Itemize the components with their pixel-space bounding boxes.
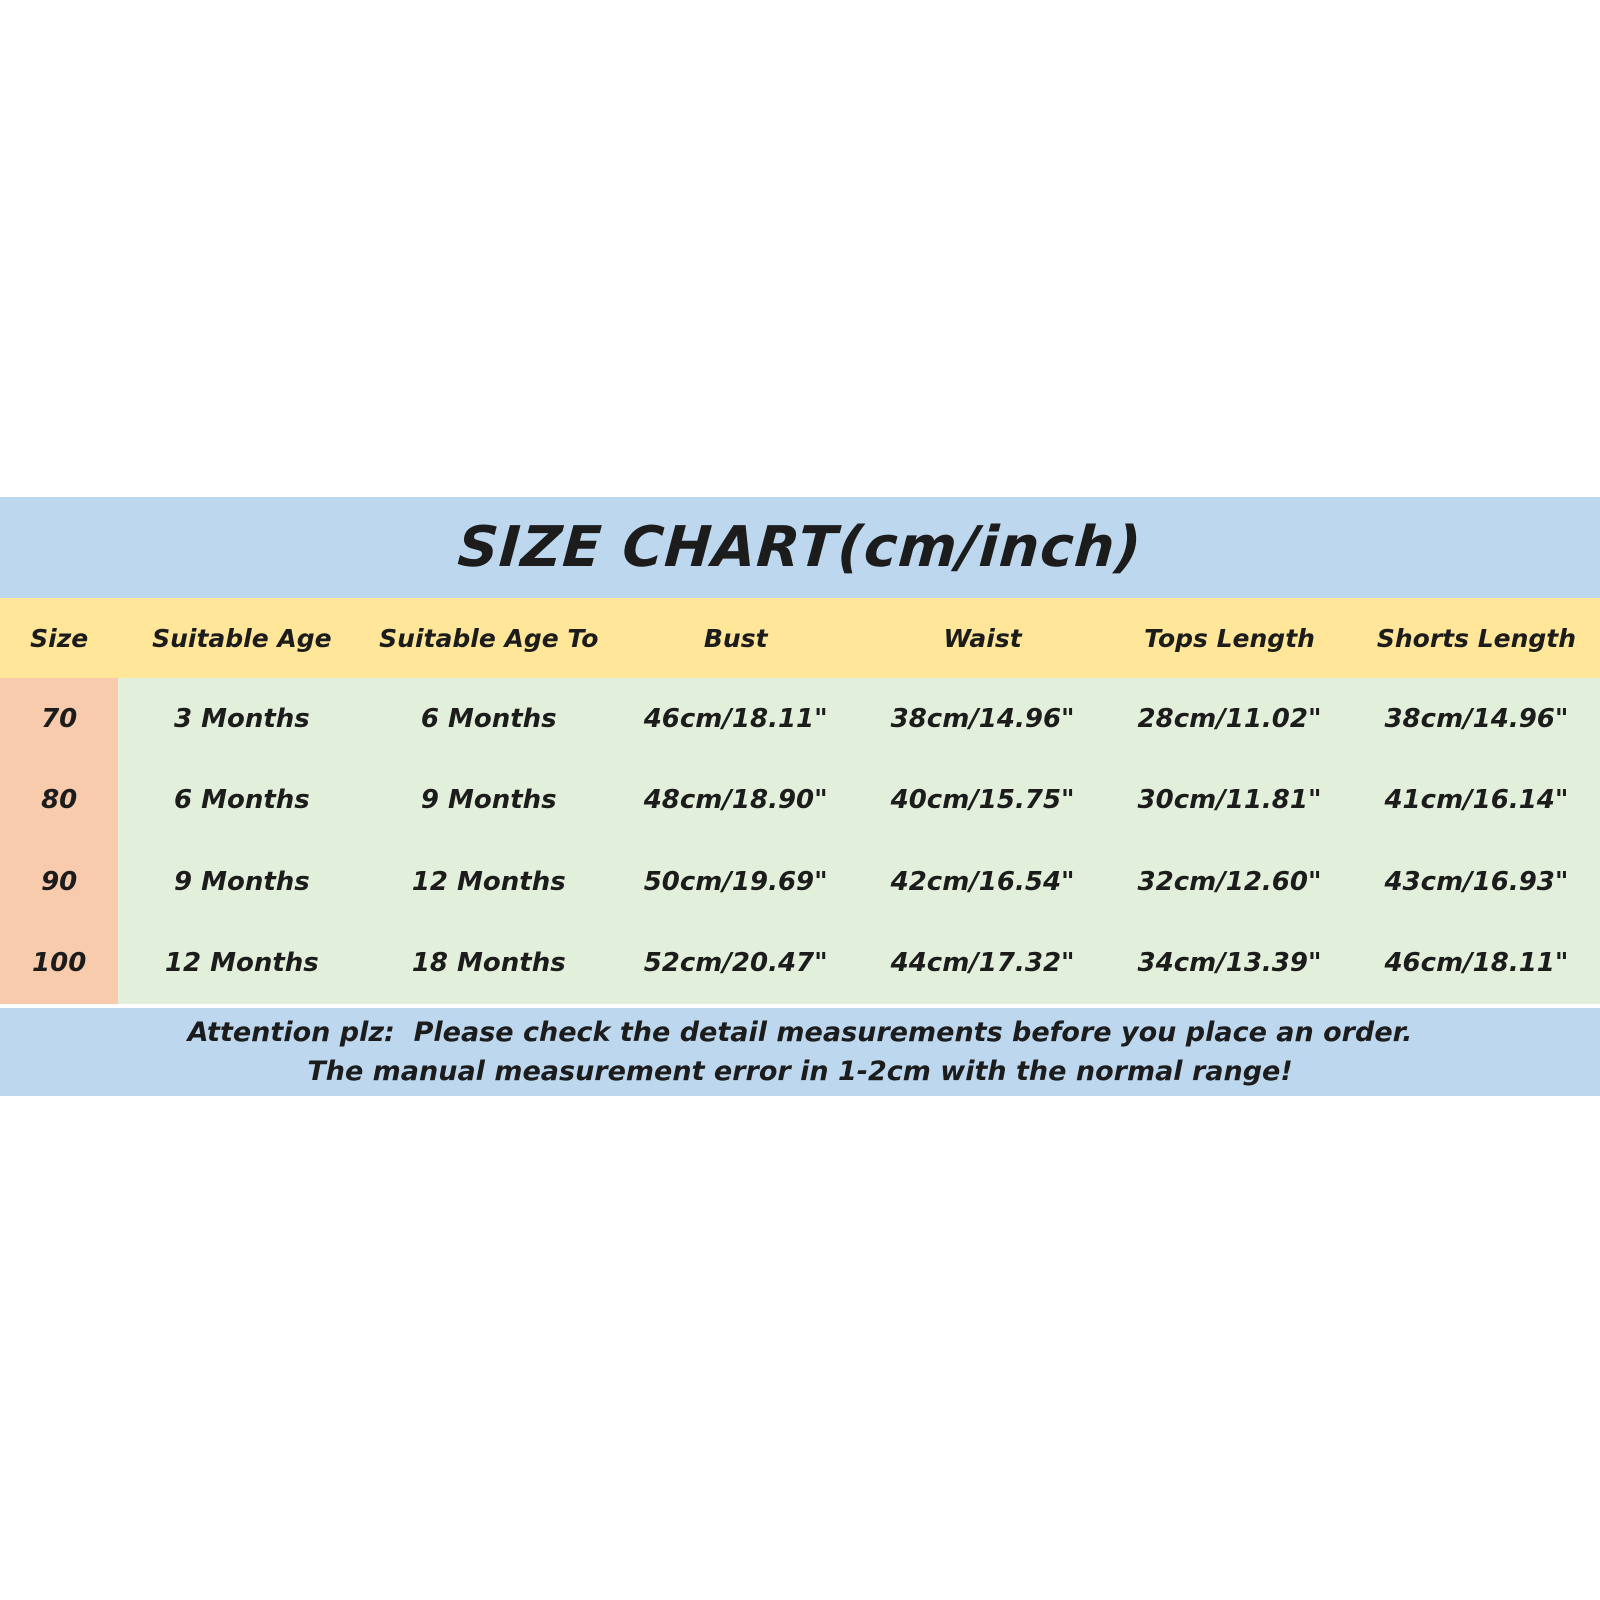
table-cell: 9 Months [420,785,557,816]
table-row-size-80: 80 6 Months 9 Months 48cm/18.90" 40cm/15… [0,759,1600,841]
table-cell: 40cm/15.75" [890,785,1075,816]
table-cell: 12 Months [164,948,319,979]
table-cell: 43cm/16.93" [1384,866,1569,897]
table-cell: 38cm/14.96" [890,703,1075,734]
column-header-shorts-length: Shorts Length [1376,623,1577,653]
page-title: SIZE CHART(cm/inch) [455,515,1145,580]
size-chart-table: SIZE CHART(cm/inch) Size Suitable Age Su… [0,497,1600,1096]
column-header-bust: Bust [703,623,768,653]
size-cell: 80 [0,759,119,841]
table-cell: 34cm/13.39" [1137,948,1322,979]
table-cell: 46cm/18.11" [643,703,828,734]
table-cell: 6 Months [420,703,557,734]
column-header-suitable-age-to: Suitable Age To [379,623,599,653]
size-cell: 90 [0,841,119,923]
table-cell: 32cm/12.60" [1137,866,1322,897]
size-cell: 100 [0,922,119,1004]
header-row: Size Suitable Age Suitable Age To Bust W… [0,598,1600,678]
table-cell: 3 Months [173,703,310,734]
note-line-attention: Attention plz: Please check the detail m… [187,1016,1413,1048]
column-header-waist: Waist [943,623,1022,653]
table-cell: 48cm/18.90" [643,785,828,816]
table-row-size-90: 90 9 Months 12 Months 50cm/19.69" 42cm/1… [0,841,1600,923]
table-cell: 9 Months [173,866,310,897]
note-line-error-range: The manual measurement error in 1-2cm wi… [307,1056,1293,1088]
title-band: SIZE CHART(cm/inch) [0,497,1600,598]
column-header-size: Size [30,623,89,653]
footer-note-band: Attention plz: Please check the detail m… [0,1008,1600,1096]
table-row-size-70: 70 3 Months 6 Months 46cm/18.11" 38cm/14… [0,678,1600,760]
column-header-suitable-age: Suitable Age [152,623,332,653]
table-cell: 44cm/17.32" [890,948,1075,979]
table-cell: 38cm/14.96" [1384,703,1569,734]
table-cell: 18 Months [411,948,566,979]
table-cell: 42cm/16.54" [890,866,1075,897]
table-row-size-100: 100 12 Months 18 Months 52cm/20.47" 44cm… [0,922,1600,1004]
size-cell: 70 [0,678,119,760]
table-cell: 41cm/16.14" [1384,785,1569,816]
column-header-tops-length: Tops Length [1144,623,1315,653]
table-cell: 46cm/18.11" [1384,948,1569,979]
table-cell: 12 Months [411,866,566,897]
table-cell: 6 Months [173,785,310,816]
table-cell: 30cm/11.81" [1137,785,1322,816]
table-cell: 52cm/20.47" [643,948,828,979]
table-cell: 28cm/11.02" [1137,703,1322,734]
table-cell: 50cm/19.69" [643,866,828,897]
